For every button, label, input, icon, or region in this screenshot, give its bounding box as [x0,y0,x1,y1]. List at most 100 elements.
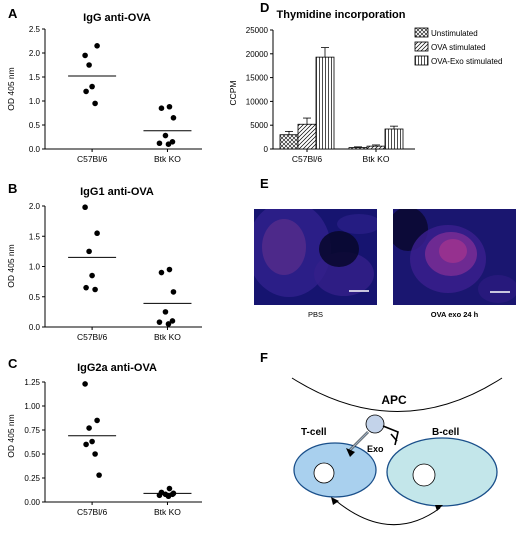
panel-letter-a: A [8,6,18,21]
b-cell-nucleus [412,463,436,487]
data-point [82,381,88,387]
data-point [170,115,177,121]
legend-label: OVA-Exo stimulated [431,57,502,66]
legend-swatch [414,41,429,52]
panel-f: F APC T-cell B-cell Exo [260,350,503,526]
y-tick-label: 2.5 [29,25,41,34]
panel-d-plot: 0 5000 10000 15000 20000 25000 C57Bl/6 Btk KO [246,26,415,164]
x-tick-label: C57Bl/6 [292,154,323,164]
legend-label: Unstimulated [431,29,478,38]
data-point [86,425,92,431]
panel-a-ylabel: OD 405 nm [6,67,16,110]
bar [384,128,404,150]
data-point [94,230,100,237]
panel-c: C IgG2a anti-OVA OD 405 nm 0.000.250.500… [6,356,202,517]
bar [348,147,368,150]
interaction-arrowhead-right [435,505,443,511]
data-point [83,88,89,95]
data-point [92,286,98,293]
micrograph-pbs-image [254,209,377,305]
data-point [156,492,163,499]
data-point [89,83,95,90]
x-tick-label: Btk KO [154,154,181,164]
data-point [92,451,98,457]
y-tick-label: 1.0 [29,97,41,106]
y-tick-label: 0.75 [24,426,40,435]
data-point [86,62,92,68]
exo-label: Exo [367,444,384,454]
legend-swatch [414,27,429,38]
micrograph-pbs-label: PBS [307,310,323,319]
bcell-receptor-bar [390,433,398,442]
data-point [156,319,163,325]
panel-d-ylabel: CCPM [228,80,238,105]
y-tick-label: 1.00 [24,402,40,411]
tcell-arrow-head [346,448,355,457]
y-tick-label: 15000 [246,74,269,83]
apc-label: APC [381,393,407,407]
y-tick-label: 0.25 [24,474,40,483]
panel-b-title: IgG1 anti-OVA [80,186,154,198]
data-point [162,309,169,315]
panel-a: A IgG anti-OVA OD 405 nm 0.0 0.5 1.0 1.5 2.0… [6,6,202,164]
b-cell [386,437,498,507]
cell-interaction-arrow [334,499,441,526]
data-point [156,140,163,147]
y-tick-label: 2.0 [29,202,41,211]
data-point [82,204,88,211]
x-tick-label: Btk KO [363,154,390,164]
panel-letter-d: D [260,0,269,15]
panel-d: D Thymidine incorporation CCPM 0 5000 1000… [228,0,502,164]
x-tick-label: Btk KO [154,507,181,517]
panel-a-title: IgG anti-OVA [83,12,151,24]
data-point [158,269,165,276]
y-tick-label: 0.5 [29,121,41,130]
panel-letter-c: C [8,356,18,371]
data-point [94,417,100,424]
data-point [165,321,172,327]
t-cell [293,442,377,498]
legend-label: OVA stimulated [431,43,486,52]
y-tick-label: 0.00 [24,498,40,507]
bar [366,145,386,150]
panel-b-plot: 0.0 0.5 1.0 1.5 2.0 C57Bl/6 Btk KO [29,202,202,342]
y-tick-label: 2.0 [29,49,41,58]
micrograph-pbs [254,209,377,305]
data-point [166,103,173,110]
panel-letter-e: E [260,176,269,191]
y-tick-label: 1.5 [29,232,41,241]
y-tick-label: 10000 [246,97,269,106]
y-tick-label: 0 [264,145,269,154]
data-point [166,485,173,492]
panel-d-legend: Unstimulated OVA stimulated OVA-Exo stimul… [414,27,502,66]
y-tick-label: 1.25 [24,378,40,387]
y-tick-label: 0.50 [24,450,40,459]
t-cell-label: T-cell [301,427,327,438]
data-point [92,100,98,107]
data-point [83,284,89,291]
data-point [86,248,92,255]
bar [315,56,335,150]
tcell-arrow-inner [348,431,369,452]
y-tick-label: 0.0 [29,145,41,154]
x-tick-label: Btk KO [154,332,181,342]
data-point [162,132,169,139]
y-tick-label: 0.5 [29,293,41,302]
b-cell-label: B-cell [432,427,459,438]
data-point [169,318,176,324]
bar [297,123,317,150]
y-tick-label: 1.0 [29,263,41,272]
data-point [96,472,102,478]
data-point [94,43,100,49]
panel-letter-b: B [8,181,17,196]
exosome [365,414,385,434]
data-point [89,438,95,445]
y-tick-label: 0.0 [29,323,41,332]
data-point [170,289,177,295]
legend-swatch [414,55,429,66]
interaction-arrowhead-left [331,497,339,505]
micrograph-ova-image [393,209,516,305]
bar [279,134,299,150]
apc-membrane [291,377,503,412]
